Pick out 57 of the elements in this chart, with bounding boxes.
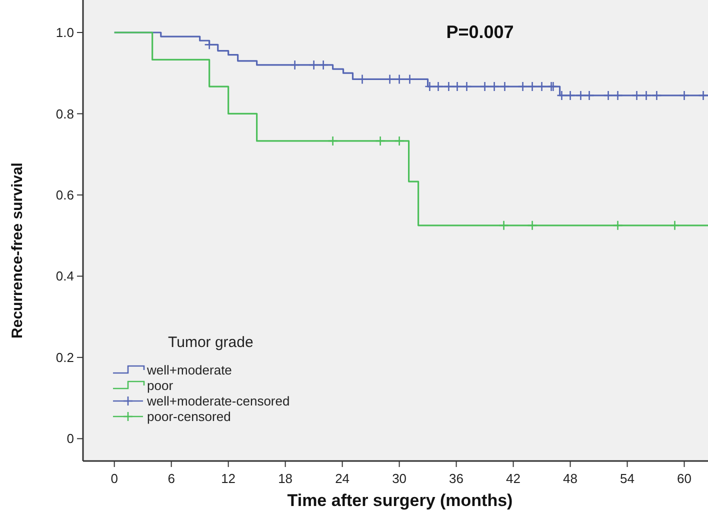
x-tick-label: 6 xyxy=(168,471,175,486)
legend-title: Tumor grade xyxy=(168,334,254,351)
y-tick-label: 0.6 xyxy=(56,188,74,203)
legend-label: well+moderate-censored xyxy=(146,394,290,409)
point xyxy=(670,220,680,231)
point xyxy=(612,90,623,101)
point xyxy=(632,90,642,101)
point xyxy=(328,136,338,146)
y-tick-label: 0.2 xyxy=(56,350,74,365)
point xyxy=(433,81,444,92)
point xyxy=(498,220,509,231)
x-tick-label: 30 xyxy=(392,471,407,486)
point xyxy=(698,90,708,101)
x-tick-label: 48 xyxy=(563,471,578,486)
point xyxy=(489,81,500,92)
annotation: P=0.007 xyxy=(446,22,514,42)
point xyxy=(536,81,547,92)
x-tick-label: 12 xyxy=(221,471,236,486)
legend-label: poor-censored xyxy=(147,409,231,424)
point xyxy=(641,90,652,101)
y-tick-label: 0.8 xyxy=(56,106,74,122)
point xyxy=(603,90,614,101)
point xyxy=(652,90,662,101)
point xyxy=(576,90,586,101)
y-tick-label: 0.4 xyxy=(56,268,74,284)
point xyxy=(565,90,576,101)
point xyxy=(424,81,435,92)
x-tick-label: 60 xyxy=(677,471,692,486)
point xyxy=(584,90,594,101)
x-tick-label: 0 xyxy=(110,471,118,486)
point xyxy=(518,81,528,92)
point xyxy=(480,81,490,92)
point xyxy=(500,81,510,92)
x-tick-label: 42 xyxy=(506,471,521,486)
point xyxy=(462,81,472,92)
x-axis-title: Time after surgery (months) xyxy=(287,491,513,510)
point xyxy=(612,220,623,231)
x-tick-label: 36 xyxy=(449,471,464,486)
point xyxy=(452,81,462,92)
x-tick-label: 24 xyxy=(335,471,350,486)
legend-label: poor xyxy=(147,378,174,394)
point xyxy=(679,90,690,101)
point xyxy=(375,136,386,146)
point xyxy=(444,81,454,92)
y-tick-label: 1.0 xyxy=(56,25,74,40)
point xyxy=(318,60,328,70)
point xyxy=(394,136,404,146)
y-axis-title: Recurrence-free survival xyxy=(9,162,26,338)
x-tick-label: 54 xyxy=(620,471,634,486)
y-tick-label: 0 xyxy=(66,431,74,446)
point xyxy=(556,90,567,101)
legend-label: well+moderate xyxy=(146,362,232,378)
point xyxy=(308,60,319,70)
point xyxy=(527,81,538,92)
point xyxy=(290,60,300,70)
point xyxy=(527,220,538,231)
x-tick-label: 18 xyxy=(278,471,293,486)
